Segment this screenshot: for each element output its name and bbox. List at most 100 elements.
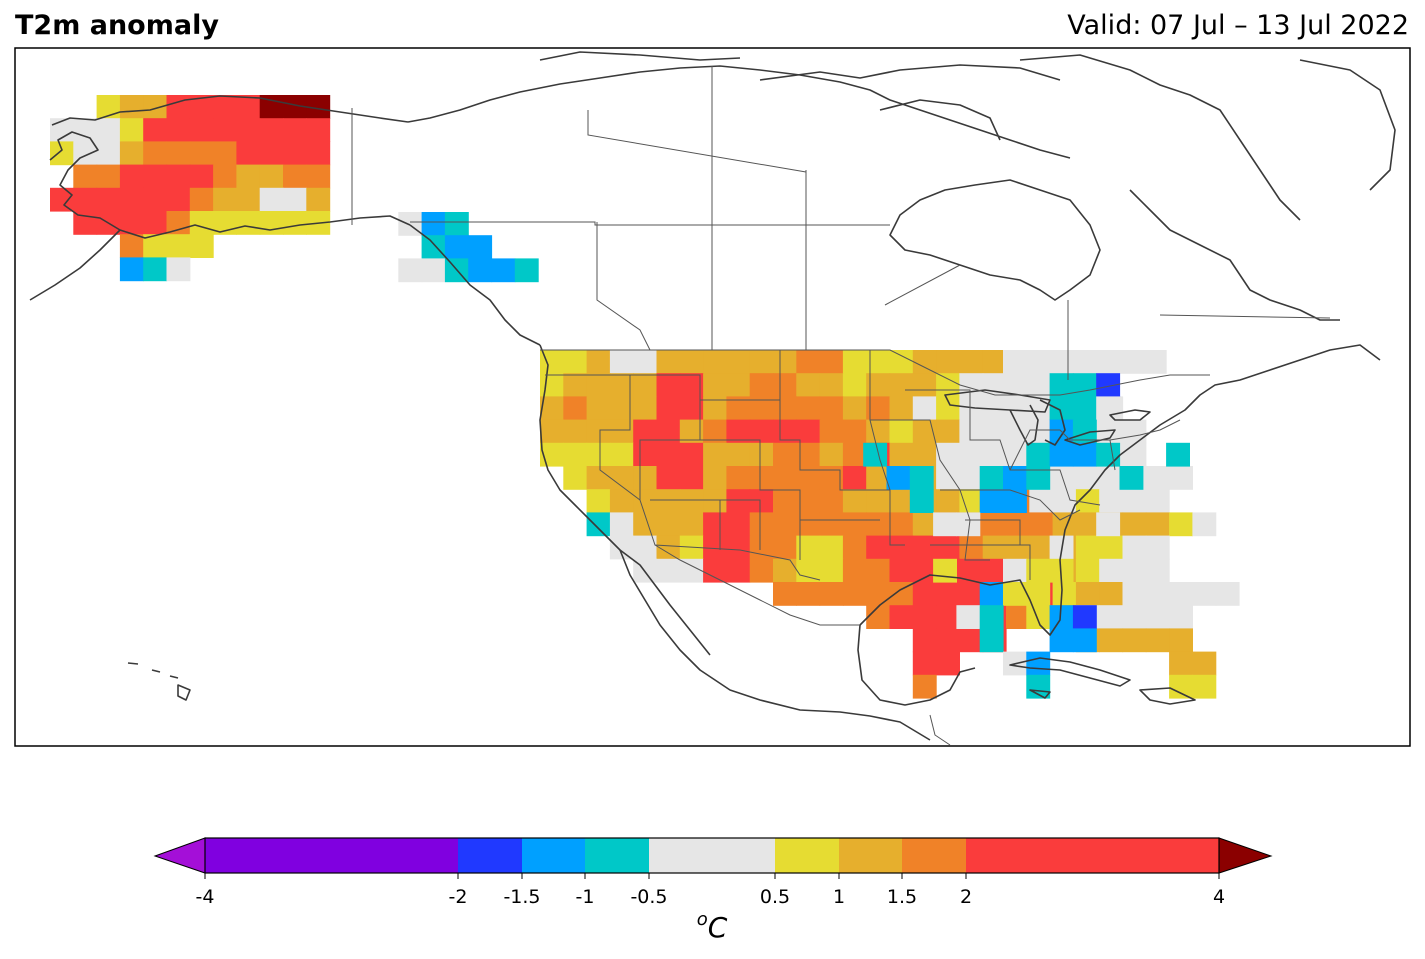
alaska-cell: [166, 141, 191, 166]
conus-base-cell: [912, 651, 937, 676]
conus-base-cell: [773, 535, 797, 560]
conus-east-cell: [1049, 442, 1074, 467]
conus-base-cell: [982, 558, 1007, 583]
conus-base-cell: [889, 396, 914, 421]
conus-base-cell: [1052, 350, 1077, 374]
conus-east-cell: [1049, 396, 1074, 421]
conus-base-cell: [679, 489, 704, 513]
alaska-cell: [119, 234, 144, 258]
colorbar-extend-high: [1218, 837, 1273, 874]
conus-base-cell: [749, 442, 774, 467]
conus-base-cell: [656, 558, 681, 583]
conus-base-cell: [936, 350, 960, 374]
conus-base-cell: [912, 442, 937, 467]
conus-base-cell: [936, 489, 960, 513]
conus-east-cell: [1049, 628, 1074, 653]
conus-base-cell: [586, 396, 611, 421]
conus-base-cell: [1192, 582, 1217, 606]
conus-base-cell: [586, 512, 611, 537]
conus-east-cell: [1003, 582, 1027, 606]
conus-base-cell: [679, 419, 704, 444]
conus-base-cell: [889, 512, 914, 537]
conus-base-cell: [936, 651, 960, 676]
conus-base-cell: [703, 535, 727, 560]
conus-base-cell: [1122, 535, 1147, 560]
alaska-cell: [236, 95, 261, 119]
conus-base-cell: [1122, 628, 1147, 653]
conus-base-cell: [540, 350, 564, 374]
conus-base-cell: [703, 373, 727, 397]
conus-base-cell: [609, 396, 634, 421]
conus-base-cell: [866, 373, 891, 397]
conus-base-cell: [726, 419, 751, 444]
conus-base-cell: [656, 466, 681, 490]
conus-east-cell: [979, 582, 1004, 606]
colorbar-tick-label: -1.5: [503, 886, 540, 908]
conus-base-cell: [726, 373, 751, 397]
alaska-cell: [283, 164, 307, 189]
conus-base-cell: [749, 350, 774, 374]
conus-east-cell: [909, 489, 934, 513]
conus-base-cell: [749, 396, 774, 421]
conus-east-cell: [1119, 350, 1144, 374]
colorbar-tick-label: 1.5: [887, 886, 917, 908]
alaska-cell: [119, 164, 144, 189]
conus-base-cell: [796, 373, 821, 397]
colorbar-bin: [902, 838, 966, 873]
alaska-cell: [96, 164, 121, 189]
conus-east-cell: [1026, 373, 1051, 397]
conus-base-cell: [679, 396, 704, 421]
conus-base-cell: [703, 396, 727, 421]
conus-base-cell: [703, 442, 727, 467]
conus-base-cell: [912, 512, 937, 537]
alaska-cell: [143, 234, 168, 258]
conus-base-cell: [1075, 512, 1100, 537]
conus-base-cell: [1075, 558, 1100, 583]
conus-base-cell: [1099, 535, 1124, 560]
conus-base-cell: [1099, 419, 1124, 444]
conus-base-cell: [866, 535, 891, 560]
colorbar-tick-label: 4: [1213, 886, 1225, 908]
conus-base-cell: [796, 466, 821, 490]
conus-base-cell: [842, 419, 867, 444]
conus-base-cell: [959, 628, 984, 653]
conus-base-cell: [1122, 558, 1147, 583]
conus-base-cell: [703, 558, 727, 583]
yukon-cell: [468, 258, 493, 283]
colorbar-bin: [522, 838, 585, 873]
conus-base-cell: [563, 396, 588, 421]
conus-east-cell: [979, 466, 1004, 490]
conus-base-cell: [726, 512, 751, 537]
conus-base-cell: [656, 396, 681, 421]
alaska-cell: [166, 257, 191, 282]
alaska-cell: [236, 118, 261, 142]
alaska-cell: [189, 234, 214, 258]
conus-base-cell: [842, 350, 867, 374]
conus-base-cell: [889, 350, 914, 374]
conus-base-cell: [866, 512, 891, 537]
colorbar-frame: [204, 837, 1220, 874]
conus-east-cell: [1072, 350, 1097, 374]
alaska-cell: [236, 164, 261, 189]
alaska-cell: [73, 118, 98, 142]
conus-base-cell: [1075, 582, 1100, 606]
conus-base-cell: [912, 558, 937, 583]
alaska-cell: [96, 118, 121, 142]
alaska-cell: [306, 164, 331, 189]
conus-base-cell: [633, 350, 658, 374]
alaska-cell: [119, 118, 144, 142]
political-boundaries: [351, 66, 1331, 746]
alaska-cell: [119, 187, 144, 212]
conus-base-cell: [842, 535, 867, 560]
alaska-cell: [189, 141, 214, 166]
conus-base-cell: [912, 582, 937, 606]
conus-base-cell: [1145, 489, 1170, 513]
colorbar-tick-label: 1: [833, 886, 845, 908]
conus-base-cell: [1099, 489, 1124, 513]
conus-base-cell: [889, 489, 914, 513]
conus-base-cell: [842, 396, 867, 421]
alaska-cell: [96, 95, 121, 119]
conus-base-cell: [866, 582, 891, 606]
conus-base-cell: [773, 373, 797, 397]
conus-base-cell: [586, 442, 611, 467]
